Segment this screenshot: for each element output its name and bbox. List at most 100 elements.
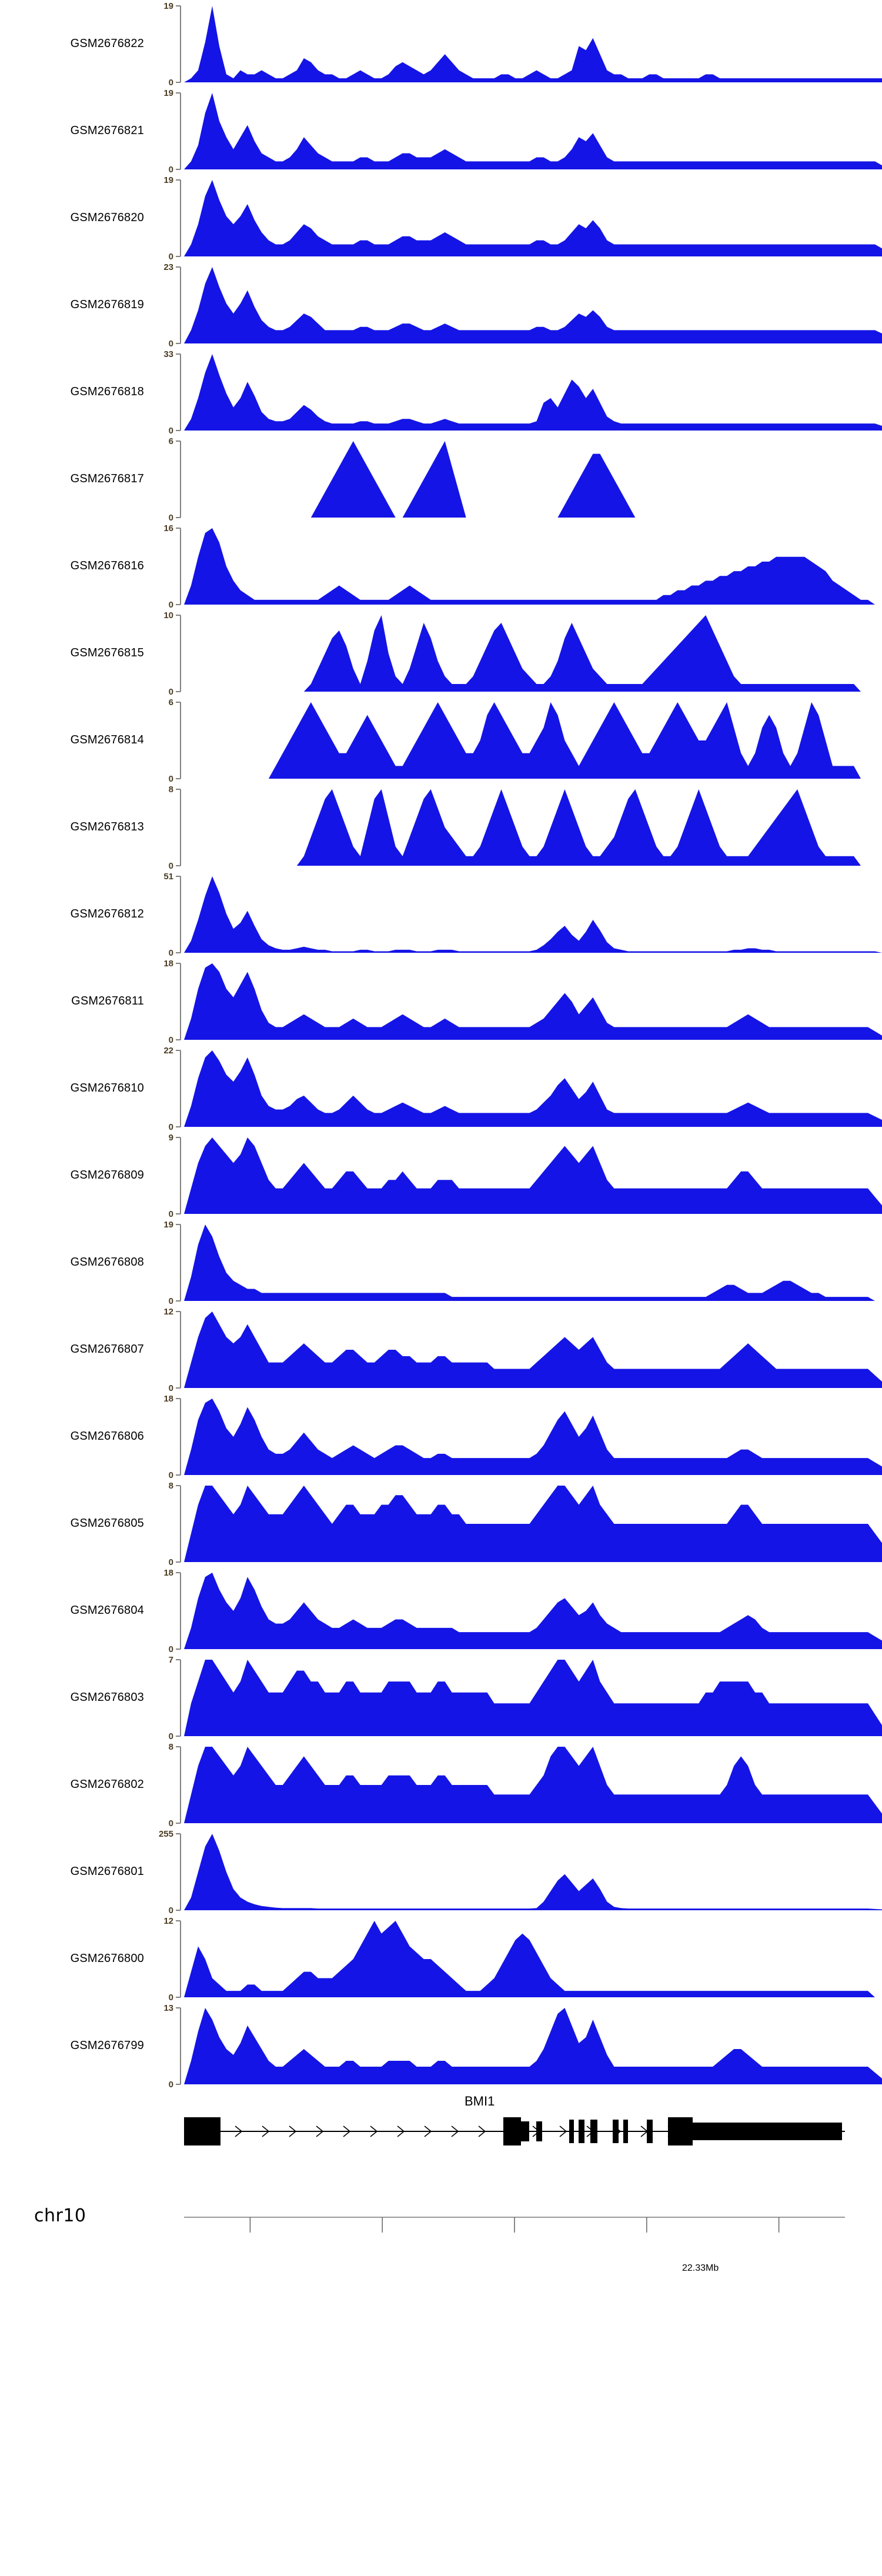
track-yaxis: 18 0: [150, 1567, 184, 1654]
svg-text:10: 10: [163, 610, 173, 620]
coverage-track-row[interactable]: GSM2676812 51 0: [0, 870, 882, 957]
track-yaxis: 19 0: [150, 0, 184, 87]
exon-box: [590, 2120, 597, 2143]
svg-text:0: 0: [169, 1993, 173, 2002]
gene-name-label: BMI1: [465, 2094, 495, 2108]
svg-text:23: 23: [163, 262, 173, 272]
coverage-plot[interactable]: [184, 696, 882, 783]
coverage-track-row[interactable]: GSM2676809 9 0: [0, 1132, 882, 1219]
svg-text:7: 7: [169, 1655, 173, 1665]
track-yaxis: 13 0: [150, 2002, 184, 2089]
coverage-plot[interactable]: [184, 1567, 882, 1654]
chromosome-label: chr10: [34, 2205, 86, 2226]
track-label-GSM2676805: GSM2676805: [70, 1516, 144, 1530]
track-yaxis: 255 0: [150, 1828, 184, 1915]
svg-text:19: 19: [163, 175, 173, 185]
coverage-plot[interactable]: [184, 522, 882, 609]
svg-text:0: 0: [169, 774, 173, 783]
track-yaxis: 16 0: [150, 522, 184, 609]
coverage-track-row[interactable]: GSM2676803 7 0: [0, 1654, 882, 1741]
coverage-track-row[interactable]: GSM2676810 22 0: [0, 1045, 882, 1132]
coverage-track-row[interactable]: GSM2676817 6 0: [0, 435, 882, 522]
coverage-track-row[interactable]: GSM2676818 33 0: [0, 348, 882, 435]
svg-text:0: 0: [169, 1731, 173, 1741]
coverage-plot[interactable]: [184, 1393, 882, 1480]
coverage-plot[interactable]: [184, 1828, 882, 1915]
coverage-plot[interactable]: [184, 1219, 882, 1306]
svg-text:0: 0: [169, 861, 173, 870]
coverage-track-row[interactable]: GSM2676819 23 0: [0, 261, 882, 348]
track-label-GSM2676799: GSM2676799: [70, 2038, 144, 2052]
coverage-plot[interactable]: [184, 87, 882, 174]
coverage-track-row[interactable]: GSM2676808 19 0: [0, 1219, 882, 1306]
svg-text:0: 0: [169, 1906, 173, 1915]
coverage-plot[interactable]: [184, 783, 882, 870]
coverage-plot[interactable]: [184, 609, 882, 696]
coverage-plot[interactable]: [184, 957, 882, 1045]
track-label-GSM2676809: GSM2676809: [70, 1168, 144, 1182]
track-label-GSM2676815: GSM2676815: [70, 646, 144, 659]
coverage-plot[interactable]: [184, 348, 882, 435]
coverage-track-row[interactable]: GSM2676800 12 0: [0, 1915, 882, 2002]
svg-text:12: 12: [163, 1307, 173, 1317]
svg-text:16: 16: [163, 523, 173, 533]
track-yaxis: 18 0: [150, 1393, 184, 1480]
coverage-track-row[interactable]: GSM2676822 19 0: [0, 0, 882, 87]
coverage-plot[interactable]: [184, 2002, 882, 2089]
coverage-track-row[interactable]: GSM2676805 8 0: [0, 1480, 882, 1567]
coverage-track-row[interactable]: GSM2676806 18 0: [0, 1393, 882, 1480]
coverage-plot[interactable]: [184, 1741, 882, 1828]
coverage-track-row[interactable]: GSM2676801 255 0: [0, 1828, 882, 1915]
coverage-plot[interactable]: [184, 1654, 882, 1741]
svg-text:19: 19: [163, 1, 173, 11]
track-label-GSM2676813: GSM2676813: [70, 820, 144, 833]
coverage-track-row[interactable]: GSM2676799 13 0: [0, 2002, 882, 2089]
coverage-plot[interactable]: [184, 870, 882, 957]
coverage-plot[interactable]: [184, 1480, 882, 1567]
coverage-track-row[interactable]: GSM2676815 10 0: [0, 609, 882, 696]
svg-text:0: 0: [169, 1122, 173, 1132]
track-yaxis: 22 0: [150, 1045, 184, 1132]
track-yaxis: 12 0: [150, 1915, 184, 2002]
svg-text:0: 0: [169, 252, 173, 261]
svg-text:12: 12: [163, 1916, 173, 1926]
svg-text:0: 0: [169, 1035, 173, 1045]
coverage-plot[interactable]: [184, 1306, 882, 1393]
svg-text:51: 51: [163, 872, 173, 882]
track-label-GSM2676816: GSM2676816: [70, 559, 144, 572]
coverage-plot[interactable]: [184, 1915, 882, 2002]
coverage-plot[interactable]: [184, 0, 882, 87]
coverage-track-row[interactable]: GSM2676814 6 0: [0, 696, 882, 783]
coverage-track-row[interactable]: GSM2676811 18 0: [0, 957, 882, 1045]
gene-annotation-track[interactable]: BMI1: [0, 2089, 882, 2189]
coverage-plot[interactable]: [184, 435, 882, 522]
coverage-track-row[interactable]: GSM2676816 16 0: [0, 522, 882, 609]
coverage-track-row[interactable]: GSM2676807 12 0: [0, 1306, 882, 1393]
svg-text:8: 8: [169, 785, 173, 795]
svg-text:0: 0: [169, 1470, 173, 1480]
track-label-GSM2676822: GSM2676822: [70, 36, 144, 50]
coverage-plot[interactable]: [184, 1045, 882, 1132]
coverage-track-row[interactable]: GSM2676820 19 0: [0, 174, 882, 261]
coverage-track-row[interactable]: GSM2676813 8 0: [0, 783, 882, 870]
coverage-track-row[interactable]: GSM2676802 8 0: [0, 1741, 882, 1828]
track-label-GSM2676800: GSM2676800: [70, 1951, 144, 1965]
coverage-track-row[interactable]: GSM2676821 19 0: [0, 87, 882, 174]
coverage-plot[interactable]: [184, 1132, 882, 1219]
coverage-track-row[interactable]: GSM2676804 18 0: [0, 1567, 882, 1654]
svg-text:0: 0: [169, 165, 173, 174]
svg-text:0: 0: [169, 78, 173, 87]
exon-box: [613, 2120, 619, 2143]
ruler-tick-label: 22.33Mb: [682, 2263, 719, 2273]
svg-text:19: 19: [163, 88, 173, 98]
track-label-GSM2676820: GSM2676820: [70, 211, 144, 224]
coverage-plot[interactable]: [184, 174, 882, 261]
coverage-plot[interactable]: [184, 261, 882, 348]
track-label-GSM2676804: GSM2676804: [70, 1603, 144, 1617]
exon-box: [521, 2121, 529, 2141]
svg-text:0: 0: [169, 948, 173, 957]
svg-text:18: 18: [163, 1394, 173, 1404]
svg-text:0: 0: [169, 2080, 173, 2089]
